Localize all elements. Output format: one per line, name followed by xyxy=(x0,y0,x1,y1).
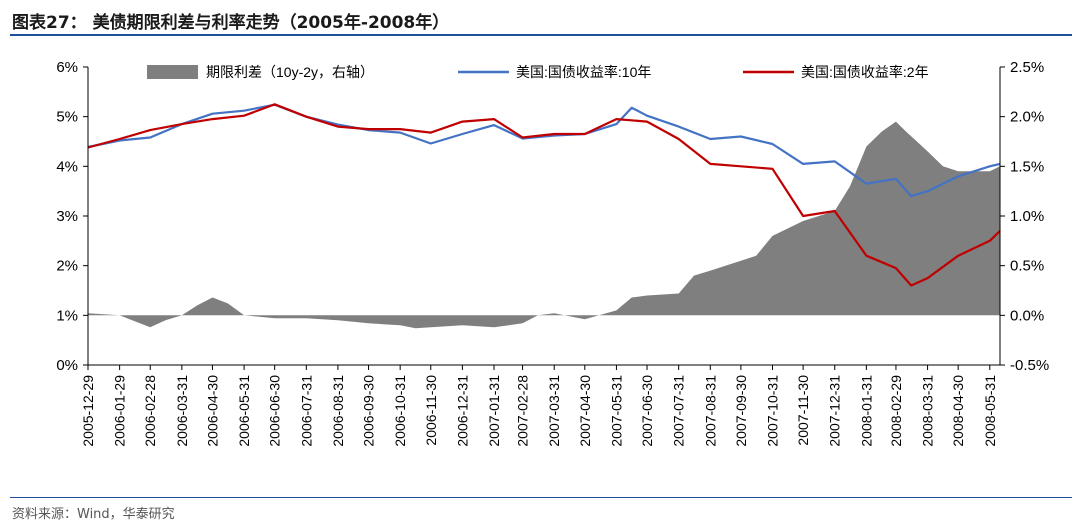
x-tick-label: 2007-06-30 xyxy=(639,375,655,447)
left-tick-label: 5% xyxy=(56,109,78,126)
x-tick-label: 2006-03-31 xyxy=(174,375,190,447)
series-2y-line xyxy=(87,103,1001,287)
x-tick-label: 2006-06-30 xyxy=(267,375,283,447)
right-tick-label: 0.0% xyxy=(1010,307,1044,324)
chart-svg: 0% 1% 2% 3% 4% 5% 6% -0.5% 0.0% 0.5% 1.0% 1.5% 2.0% 2… xyxy=(56,59,1049,447)
x-tick-label: 2006-01-29 xyxy=(112,375,128,447)
left-tick-label: 3% xyxy=(56,208,78,225)
left-tick-label: 6% xyxy=(56,59,78,76)
right-tick-label: 1.5% xyxy=(1010,158,1044,175)
x-tick-label: 2006-11-30 xyxy=(423,375,439,446)
x-tick-label: 2008-02-29 xyxy=(888,375,904,447)
x-tick-label: 2007-04-30 xyxy=(577,375,593,447)
x-tick-label: 2008-05-31 xyxy=(982,375,998,447)
x-tick-label: 2006-07-31 xyxy=(298,375,314,447)
x-tick-label: 2006-09-30 xyxy=(361,375,377,447)
left-tick-label: 4% xyxy=(56,158,78,175)
x-tick-label: 2007-12-31 xyxy=(827,375,843,447)
x-tick-label: 2007-10-31 xyxy=(765,375,781,447)
chart-title: 图表27： 美债期限利差与利率走势（2005年-2008年） xyxy=(12,13,450,33)
x-tick-label: 2006-12-31 xyxy=(454,375,470,447)
x-tick-label: 2006-05-31 xyxy=(236,375,252,447)
x-tick-label: 2007-05-31 xyxy=(608,375,624,447)
right-tick-label: -0.5% xyxy=(1010,357,1049,374)
x-tick-label: 2007-08-31 xyxy=(702,375,718,447)
x-tick-label: 2006-04-30 xyxy=(205,375,221,447)
right-tick-label: 0.5% xyxy=(1010,258,1044,275)
x-tick-label: 2007-11-30 xyxy=(795,375,811,446)
x-tick-label: 2007-01-31 xyxy=(486,375,502,447)
title-rule xyxy=(10,34,1072,36)
x-tick-label: 2007-09-30 xyxy=(733,375,749,447)
legend-label-2y: 美国:国债收益率:2年 xyxy=(801,64,929,80)
legend-label-10y: 美国:国债收益率:10年 xyxy=(516,64,651,80)
right-tick-label: 1.0% xyxy=(1010,208,1044,225)
x-tick-label: 2008-03-31 xyxy=(920,375,936,447)
left-tick-label: 0% xyxy=(56,357,78,374)
right-tick-label: 2.0% xyxy=(1010,109,1044,126)
x-tick-label: 2008-04-30 xyxy=(950,375,966,447)
x-tick-label: 2005-12-29 xyxy=(80,375,96,447)
x-tick-label: 2006-02-28 xyxy=(142,375,158,447)
x-tick-label: 2007-03-31 xyxy=(546,375,562,447)
x-tick-label: 2007-02-28 xyxy=(515,375,531,447)
series-spread-area xyxy=(88,121,1000,329)
footer-rule xyxy=(10,497,1072,498)
x-tick-label: 2006-08-31 xyxy=(330,375,346,447)
left-tick-label: 1% xyxy=(56,307,78,324)
source-note: 资料来源：Wind，华泰研究 xyxy=(12,507,175,522)
legend-label-spread: 期限利差（10y-2y，右轴） xyxy=(206,64,374,80)
x-tick-label: 2006-10-31 xyxy=(392,375,408,447)
x-tick-label: 2008-01-31 xyxy=(858,375,874,447)
right-tick-label: 2.5% xyxy=(1010,59,1044,76)
x-tick-label: 2007-07-31 xyxy=(671,375,687,447)
left-tick-label: 2% xyxy=(56,258,78,275)
legend-swatch-spread xyxy=(147,65,198,79)
